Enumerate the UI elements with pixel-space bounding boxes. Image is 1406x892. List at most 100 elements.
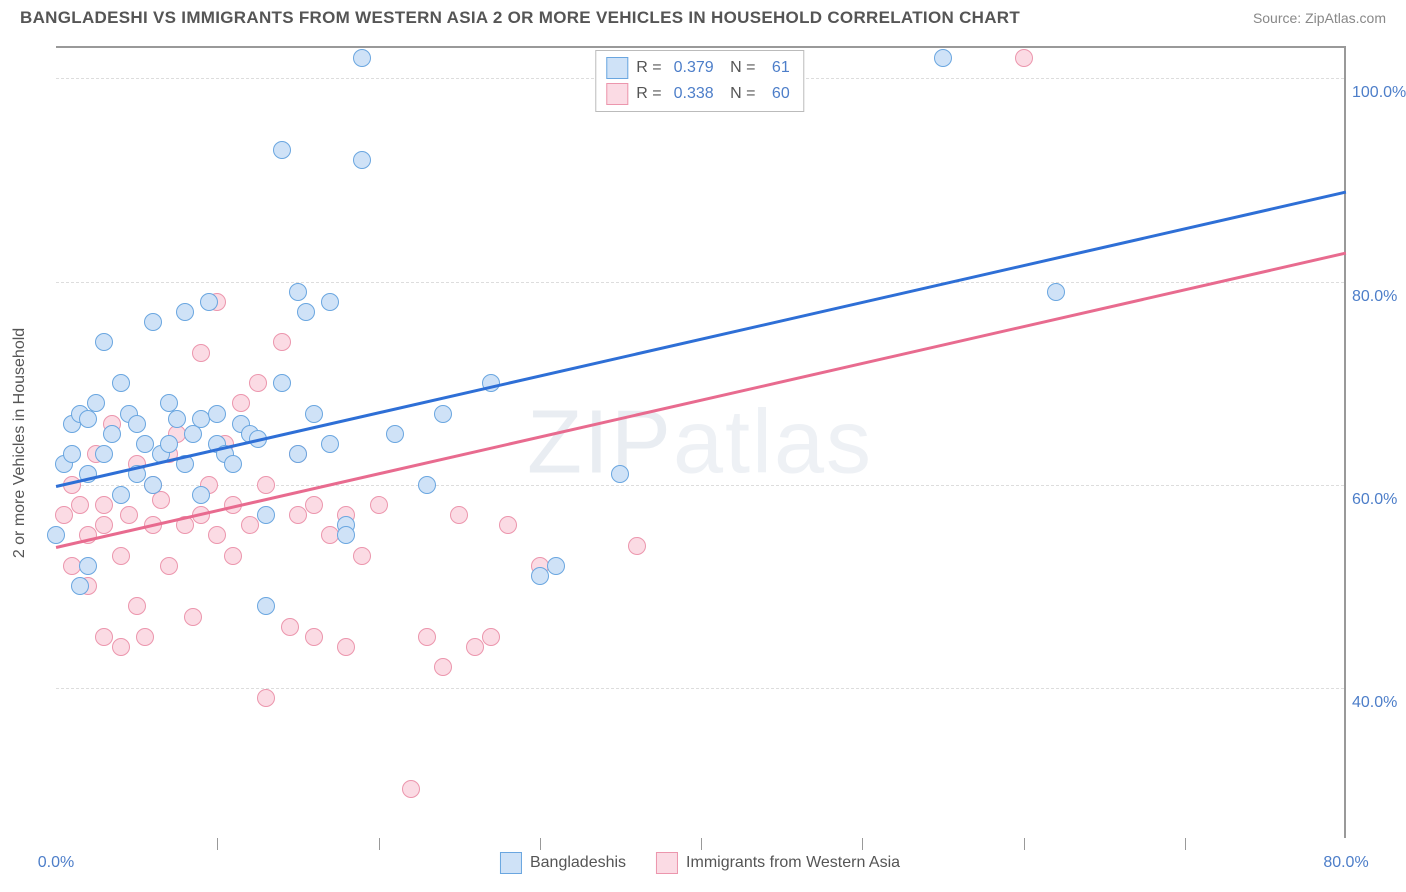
scatter-point-bangladeshis — [87, 394, 105, 412]
scatter-point-western_asia — [499, 516, 517, 534]
source-attribution: Source: ZipAtlas.com — [1253, 10, 1386, 26]
legend-n-value: 61 — [767, 59, 789, 77]
x-tick — [379, 838, 380, 850]
scatter-point-western_asia — [305, 496, 323, 514]
scatter-point-western_asia — [402, 780, 420, 798]
x-tick-label: 0.0% — [38, 854, 74, 872]
scatter-point-western_asia — [273, 333, 291, 351]
legend-r-label: R = — [636, 85, 661, 103]
scatter-point-bangladeshis — [79, 557, 97, 575]
scatter-point-western_asia — [128, 597, 146, 615]
legend-series-label: Bangladeshis — [530, 854, 626, 872]
legend-swatch — [606, 57, 628, 79]
scatter-point-western_asia — [160, 557, 178, 575]
scatter-point-western_asia — [95, 628, 113, 646]
chart-title: BANGLADESHI VS IMMIGRANTS FROM WESTERN A… — [20, 8, 1020, 28]
scatter-point-western_asia — [249, 374, 267, 392]
scatter-point-western_asia — [152, 491, 170, 509]
legend-swatch — [656, 852, 678, 874]
x-tick — [1024, 838, 1025, 850]
plot-area: 40.0%60.0%80.0%100.0%0.0%80.0% — [56, 48, 1344, 838]
scatter-point-western_asia — [418, 628, 436, 646]
scatter-point-bangladeshis — [531, 567, 549, 585]
scatter-point-bangladeshis — [386, 425, 404, 443]
scatter-point-bangladeshis — [71, 577, 89, 595]
scatter-point-western_asia — [257, 476, 275, 494]
scatter-point-bangladeshis — [353, 151, 371, 169]
y-tick-label: 100.0% — [1352, 84, 1406, 102]
scatter-point-western_asia — [192, 344, 210, 362]
scatter-point-bangladeshis — [418, 476, 436, 494]
gridline-h — [56, 688, 1344, 689]
x-tick — [862, 838, 863, 850]
scatter-point-bangladeshis — [136, 435, 154, 453]
scatter-point-western_asia — [120, 506, 138, 524]
scatter-point-bangladeshis — [305, 405, 323, 423]
scatter-point-bangladeshis — [112, 486, 130, 504]
scatter-point-bangladeshis — [112, 374, 130, 392]
scatter-point-bangladeshis — [128, 415, 146, 433]
legend-stats-row-western_asia: R =0.338 N = 60 — [606, 81, 793, 107]
scatter-point-bangladeshis — [337, 526, 355, 544]
scatter-point-western_asia — [482, 628, 500, 646]
x-tick-label: 80.0% — [1323, 854, 1368, 872]
scatter-point-western_asia — [305, 628, 323, 646]
scatter-point-bangladeshis — [224, 455, 242, 473]
scatter-point-bangladeshis — [176, 303, 194, 321]
scatter-point-bangladeshis — [144, 476, 162, 494]
scatter-point-bangladeshis — [257, 597, 275, 615]
scatter-point-bangladeshis — [47, 526, 65, 544]
scatter-point-bangladeshis — [95, 445, 113, 463]
scatter-point-bangladeshis — [934, 49, 952, 67]
scatter-point-western_asia — [1015, 49, 1033, 67]
scatter-point-western_asia — [370, 496, 388, 514]
gridline-h — [56, 282, 1344, 283]
scatter-point-bangladeshis — [103, 425, 121, 443]
scatter-point-bangladeshis — [273, 141, 291, 159]
legend-swatch — [606, 83, 628, 105]
scatter-point-western_asia — [628, 537, 646, 555]
y-tick-label: 60.0% — [1352, 491, 1406, 509]
gridline-h — [56, 485, 1344, 486]
legend-r-value: 0.338 — [674, 85, 714, 103]
scatter-point-western_asia — [289, 506, 307, 524]
scatter-point-bangladeshis — [208, 405, 226, 423]
scatter-point-bangladeshis — [168, 410, 186, 428]
legend-n-label: N = — [726, 85, 756, 103]
scatter-point-bangladeshis — [353, 49, 371, 67]
y-tick-label: 80.0% — [1352, 288, 1406, 306]
scatter-point-western_asia — [184, 608, 202, 626]
scatter-point-bangladeshis — [321, 293, 339, 311]
scatter-point-western_asia — [208, 526, 226, 544]
legend-r-label: R = — [636, 59, 661, 77]
scatter-point-bangladeshis — [160, 435, 178, 453]
scatter-point-bangladeshis — [1047, 283, 1065, 301]
scatter-point-western_asia — [281, 618, 299, 636]
scatter-point-western_asia — [353, 547, 371, 565]
correlation-chart: 2 or more Vehicles in Household ZIPatlas… — [56, 46, 1346, 838]
scatter-point-western_asia — [257, 689, 275, 707]
scatter-point-bangladeshis — [257, 506, 275, 524]
x-tick — [701, 838, 702, 850]
scatter-point-western_asia — [71, 496, 89, 514]
scatter-point-bangladeshis — [321, 435, 339, 453]
legend-stats-row-bangladeshis: R = 0.379 N = 61 — [606, 55, 793, 81]
scatter-point-western_asia — [112, 547, 130, 565]
scatter-point-bangladeshis — [289, 283, 307, 301]
legend-r-value: 0.379 — [674, 59, 714, 77]
scatter-point-western_asia — [466, 638, 484, 656]
scatter-point-western_asia — [112, 638, 130, 656]
legend-series-label: Immigrants from Western Asia — [686, 854, 900, 872]
legend-stats-box: R =0.379 N = 61R =0.338 N = 60 — [595, 50, 804, 112]
scatter-point-bangladeshis — [289, 445, 307, 463]
scatter-point-bangladeshis — [144, 313, 162, 331]
scatter-point-western_asia — [232, 394, 250, 412]
scatter-point-bangladeshis — [200, 293, 218, 311]
scatter-point-western_asia — [55, 506, 73, 524]
scatter-point-bangladeshis — [95, 333, 113, 351]
legend-swatch — [500, 852, 522, 874]
scatter-point-western_asia — [224, 547, 242, 565]
legend-series-bangladeshis: Bangladeshis — [500, 852, 626, 874]
scatter-point-western_asia — [337, 638, 355, 656]
legend-n-label: N = — [726, 59, 756, 77]
